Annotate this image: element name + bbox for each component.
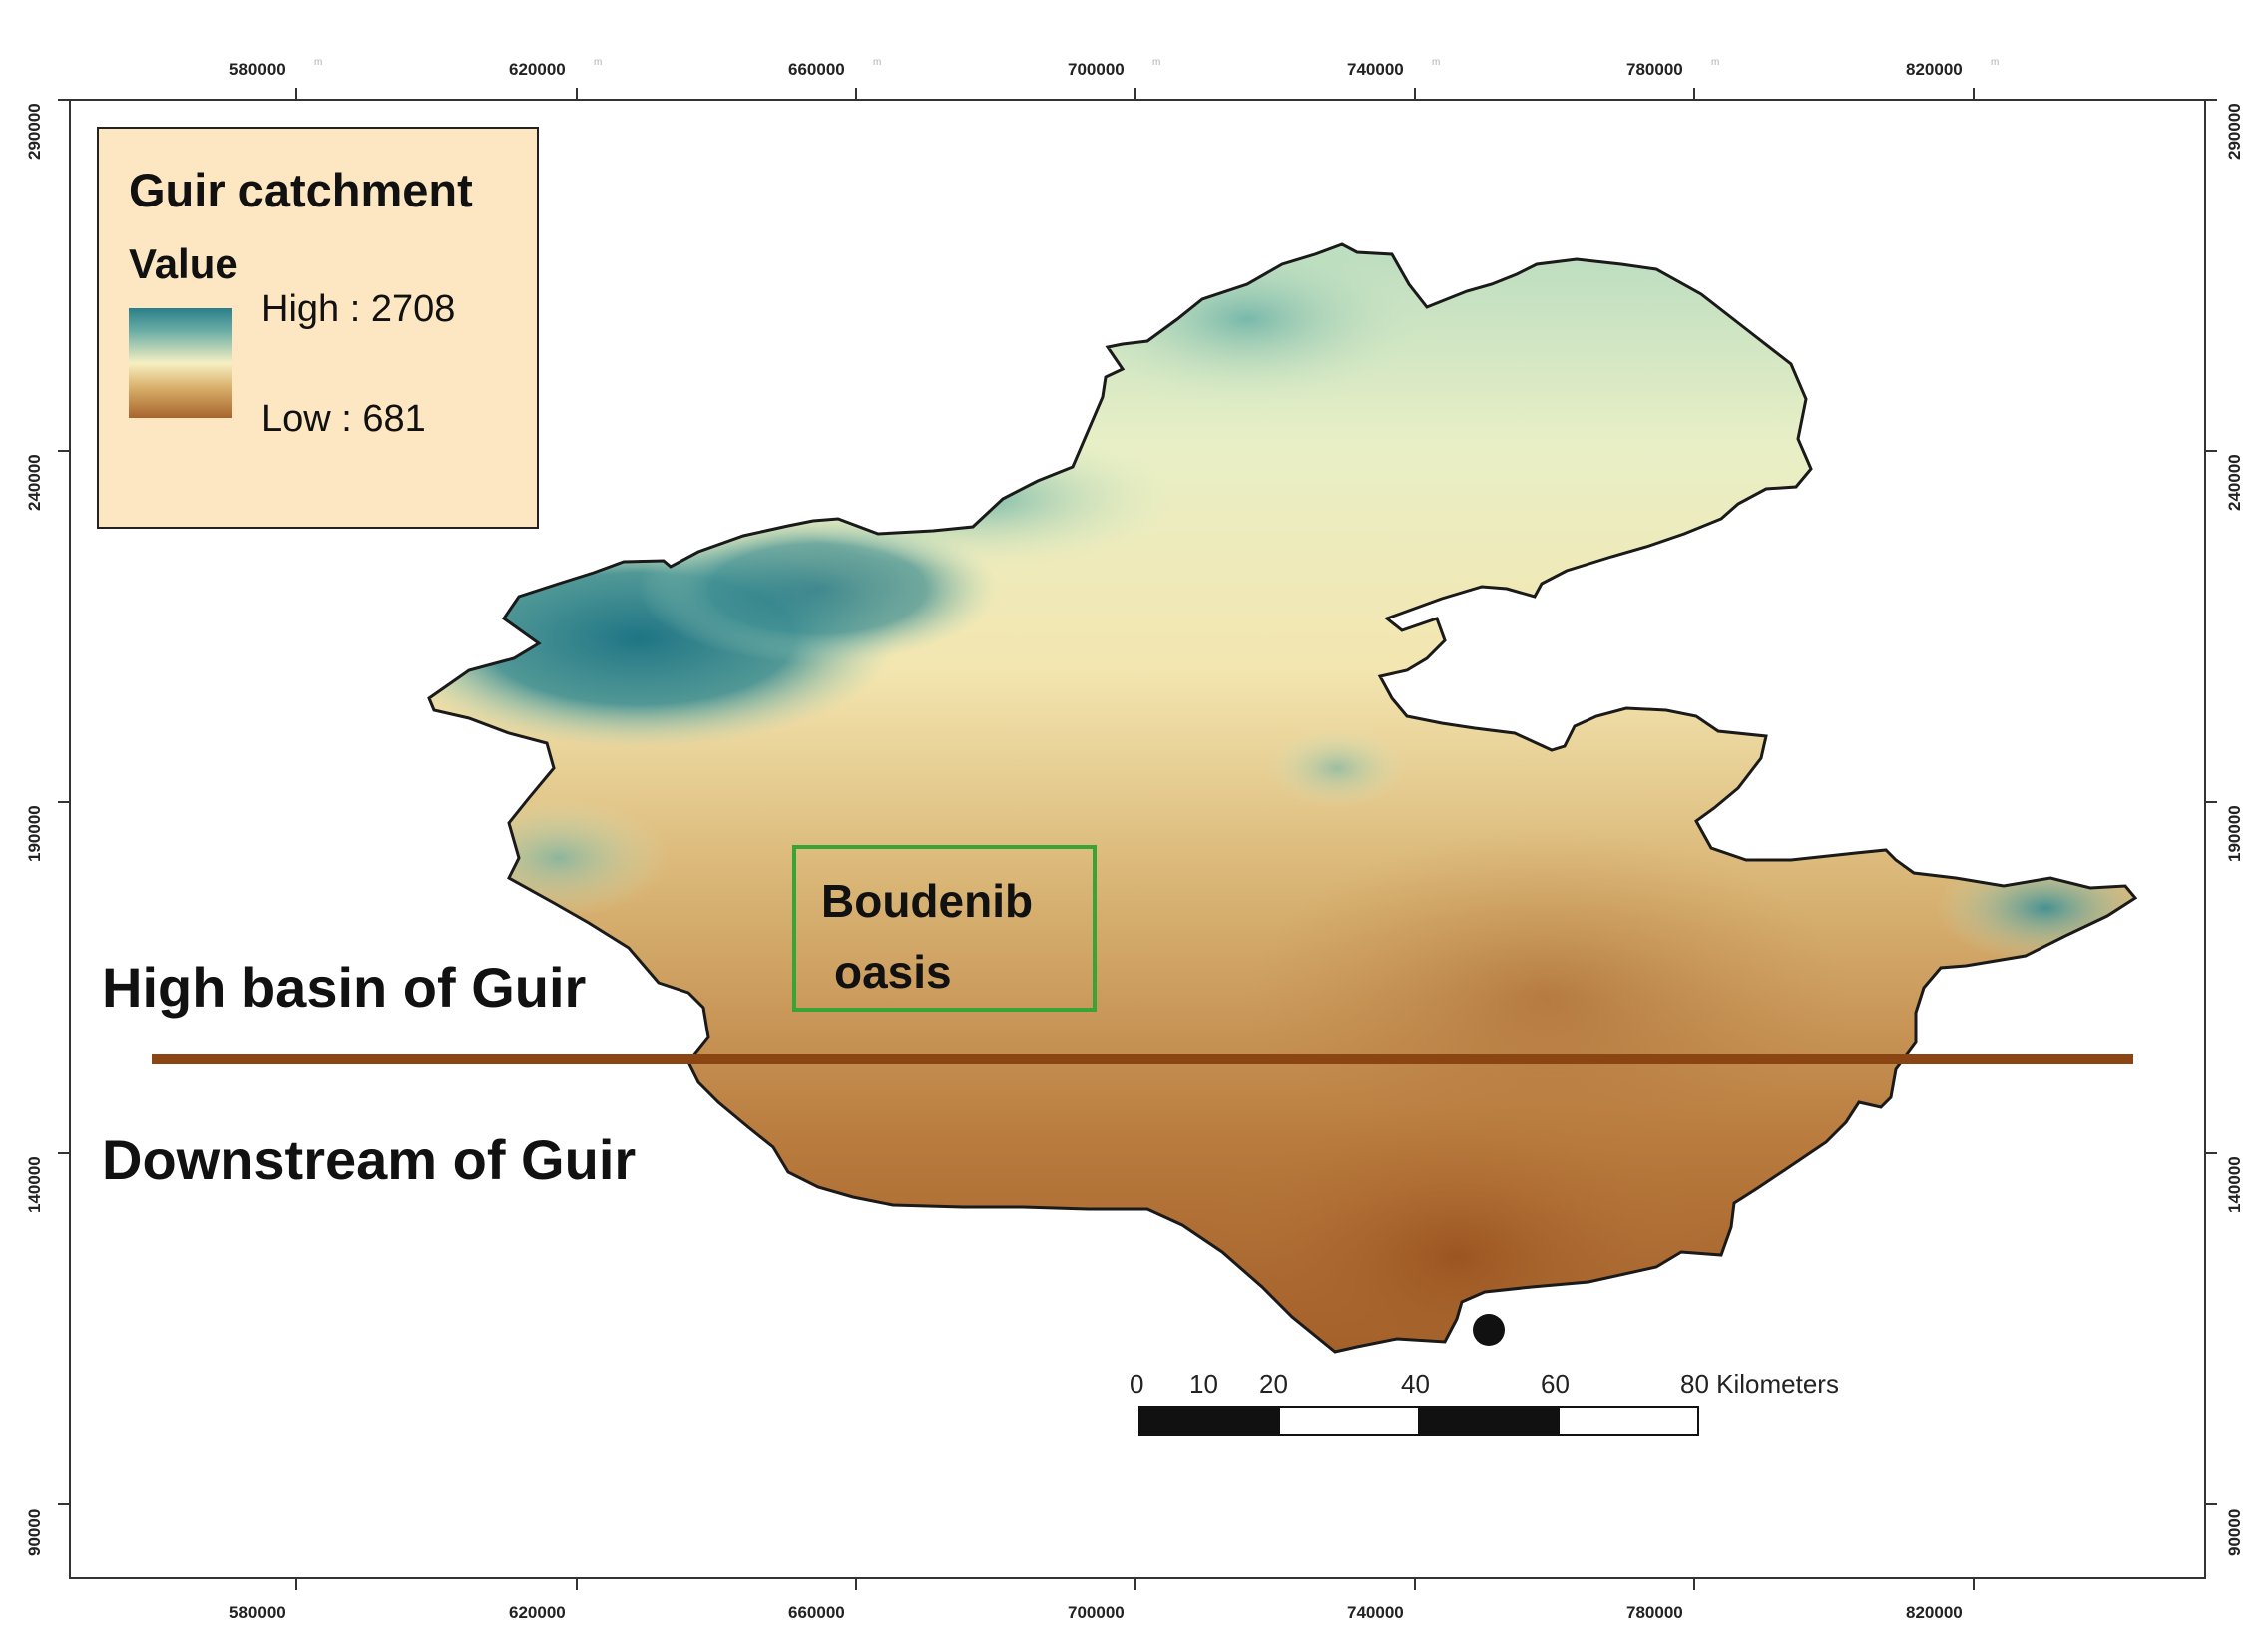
y-tick-right-label: 290000	[2225, 103, 2244, 160]
guir-catchment-raster	[429, 244, 2135, 1352]
x-tick-top-label: 660000	[788, 60, 845, 79]
x-tick-bottom-label: 700000	[1068, 1603, 1125, 1622]
map-legend: Guir catchment Value High : 2708 Low : 6…	[97, 127, 539, 529]
legend-subtitle: Value	[129, 240, 238, 287]
outlet-point-marker	[1473, 1314, 1505, 1346]
x-tick-top-label: 620000	[509, 60, 566, 79]
x-tick-bottom-label: 740000	[1347, 1603, 1404, 1622]
x-tick-bottom-label: 620000	[509, 1603, 566, 1622]
x-tick-top-unit: m	[594, 57, 602, 68]
x-tick-top-unit: m	[1711, 57, 1719, 68]
y-tick-left-label: 240000	[25, 454, 44, 511]
catchment-boundary	[427, 242, 2138, 1354]
x-axis-bottom: 580000 620000 660000 700000 740000 78000…	[229, 1578, 1975, 1622]
x-tick-top-label: 700000	[1068, 60, 1125, 79]
y-tick-left-label: 140000	[25, 1156, 44, 1213]
y-tick-left-label: 90000	[25, 1509, 44, 1556]
legend-high-label: High : 2708	[261, 288, 456, 330]
y-tick-left-label: 290000	[25, 103, 44, 160]
x-tick-top-label: 780000	[1626, 60, 1683, 79]
scale-label-60: 60	[1541, 1369, 1570, 1399]
scale-label-10: 10	[1189, 1369, 1218, 1399]
y-tick-right-label: 190000	[2225, 805, 2244, 862]
legend-title: Guir catchment	[129, 164, 473, 216]
oasis-label-line1: Boudenib	[821, 875, 1034, 927]
scale-label-40: 40	[1401, 1369, 1430, 1399]
high-basin-label: High basin of Guir	[102, 956, 587, 1019]
scale-bar: 0 10 20 40 60 80 Kilometers	[1130, 1369, 1839, 1436]
x-tick-top-unit: m	[314, 57, 322, 68]
x-tick-bottom-label: 820000	[1906, 1603, 1963, 1622]
x-axis-top: 580000 620000 660000 700000 740000 78000…	[229, 57, 1999, 100]
x-tick-bottom-label: 780000	[1626, 1603, 1683, 1622]
scale-label-20: 20	[1259, 1369, 1288, 1399]
x-tick-bottom-label: 660000	[788, 1603, 845, 1622]
y-axis-left: 290000 240000 190000 140000 90000	[25, 99, 70, 1556]
map-frame	[69, 99, 2206, 1579]
x-tick-top-label: 740000	[1347, 60, 1404, 79]
x-tick-top-unit: m	[1432, 57, 1440, 68]
y-tick-right-label: 240000	[2225, 454, 2244, 511]
y-axis-right: 290000 240000 190000 140000 90000	[2205, 99, 2244, 1556]
scale-label-0: 0	[1130, 1369, 1143, 1399]
x-tick-top-unit: m	[1991, 57, 1999, 68]
x-tick-top-unit: m	[1152, 57, 1160, 68]
scale-label-80: 80 Kilometers	[1680, 1369, 1839, 1399]
y-tick-right-label: 140000	[2225, 1156, 2244, 1213]
x-tick-top-unit: m	[873, 57, 881, 68]
y-tick-right-label: 90000	[2225, 1509, 2244, 1556]
boudenib-oasis-box	[792, 845, 1097, 1012]
downstream-label: Downstream of Guir	[102, 1128, 637, 1191]
oasis-label-line2: oasis	[834, 946, 952, 998]
x-tick-top-label: 580000	[229, 60, 286, 79]
legend-color-ramp	[129, 308, 232, 418]
y-tick-left-label: 190000	[25, 805, 44, 862]
x-tick-top-label: 820000	[1906, 60, 1963, 79]
x-tick-bottom-label: 580000	[229, 1603, 286, 1622]
legend-low-label: Low : 681	[261, 398, 426, 440]
